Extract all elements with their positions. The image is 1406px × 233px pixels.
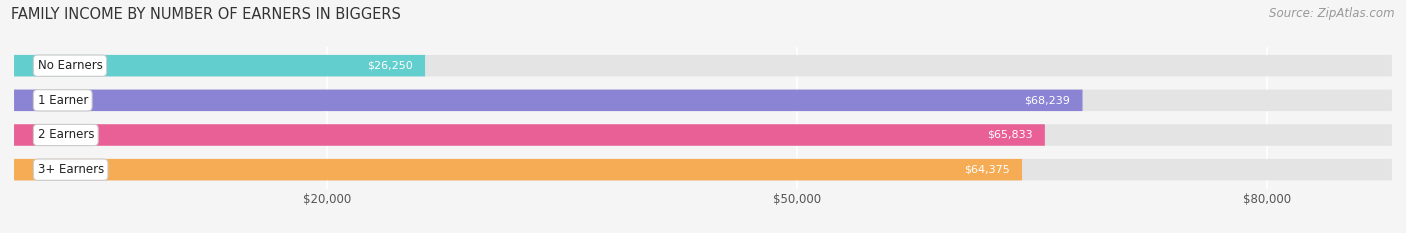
- FancyBboxPatch shape: [14, 124, 1392, 146]
- Text: 1 Earner: 1 Earner: [38, 94, 89, 107]
- Text: $68,239: $68,239: [1024, 95, 1070, 105]
- Text: FAMILY INCOME BY NUMBER OF EARNERS IN BIGGERS: FAMILY INCOME BY NUMBER OF EARNERS IN BI…: [11, 7, 401, 22]
- FancyBboxPatch shape: [14, 55, 425, 76]
- FancyBboxPatch shape: [14, 159, 1022, 180]
- FancyBboxPatch shape: [14, 159, 1392, 180]
- Text: $65,833: $65,833: [987, 130, 1032, 140]
- Text: Source: ZipAtlas.com: Source: ZipAtlas.com: [1270, 7, 1395, 20]
- Text: No Earners: No Earners: [38, 59, 103, 72]
- FancyBboxPatch shape: [14, 55, 1392, 76]
- Text: 3+ Earners: 3+ Earners: [38, 163, 104, 176]
- FancyBboxPatch shape: [14, 124, 1045, 146]
- Text: $64,375: $64,375: [963, 165, 1010, 175]
- FancyBboxPatch shape: [14, 89, 1083, 111]
- Text: 2 Earners: 2 Earners: [38, 128, 94, 141]
- Text: $26,250: $26,250: [367, 61, 412, 71]
- FancyBboxPatch shape: [14, 89, 1392, 111]
